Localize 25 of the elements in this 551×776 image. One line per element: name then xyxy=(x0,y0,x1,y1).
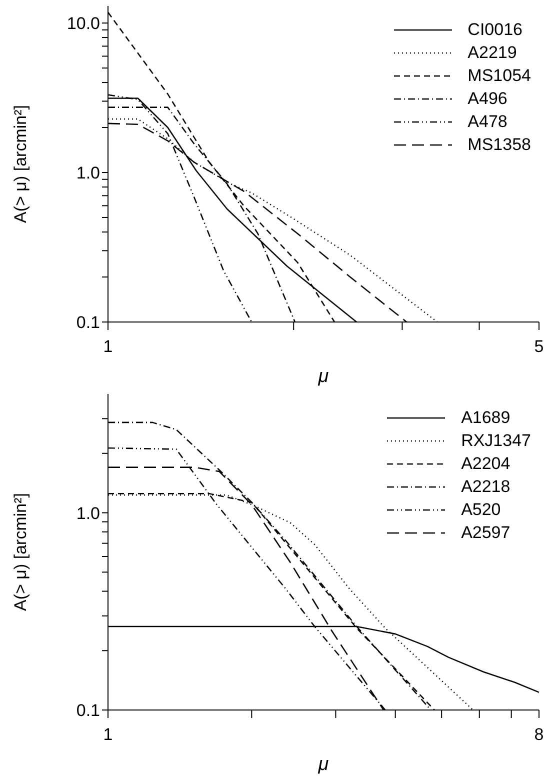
y-tick-label: 0.1 xyxy=(76,313,100,332)
legend-label: A2219 xyxy=(468,42,517,62)
x-tick-label: 1 xyxy=(103,725,113,744)
x-tick-label: 1 xyxy=(103,337,113,356)
y-tick-label: 1.0 xyxy=(76,504,100,523)
legend-label: MS1054 xyxy=(468,66,531,86)
x-tick-label: 5 xyxy=(534,337,544,356)
y-axis-title: A(> μ) [arcmin²] xyxy=(11,105,30,223)
legend-label: A520 xyxy=(461,500,501,520)
legend-label: A496 xyxy=(468,88,508,108)
legend-label: A2218 xyxy=(461,476,510,496)
legend-label: MS1358 xyxy=(468,134,531,154)
legend-label: CI0016 xyxy=(468,20,522,40)
x-axis-title: μ xyxy=(317,366,330,387)
legend-label: RXJ1347 xyxy=(461,430,531,450)
y-axis-title: A(> μ) [arcmin²] xyxy=(11,493,30,611)
legend-label: A2597 xyxy=(461,522,510,542)
y-tick-label: 0.1 xyxy=(76,701,100,720)
legend-label: A1689 xyxy=(461,408,510,428)
legend-label: A478 xyxy=(468,112,508,132)
y-tick-label: 10.0 xyxy=(66,14,100,34)
x-axis-title: μ xyxy=(317,754,330,775)
x-tick-label: 8 xyxy=(534,725,544,744)
legend-label: A2204 xyxy=(461,454,510,474)
y-tick-label: 1.0 xyxy=(76,164,100,183)
